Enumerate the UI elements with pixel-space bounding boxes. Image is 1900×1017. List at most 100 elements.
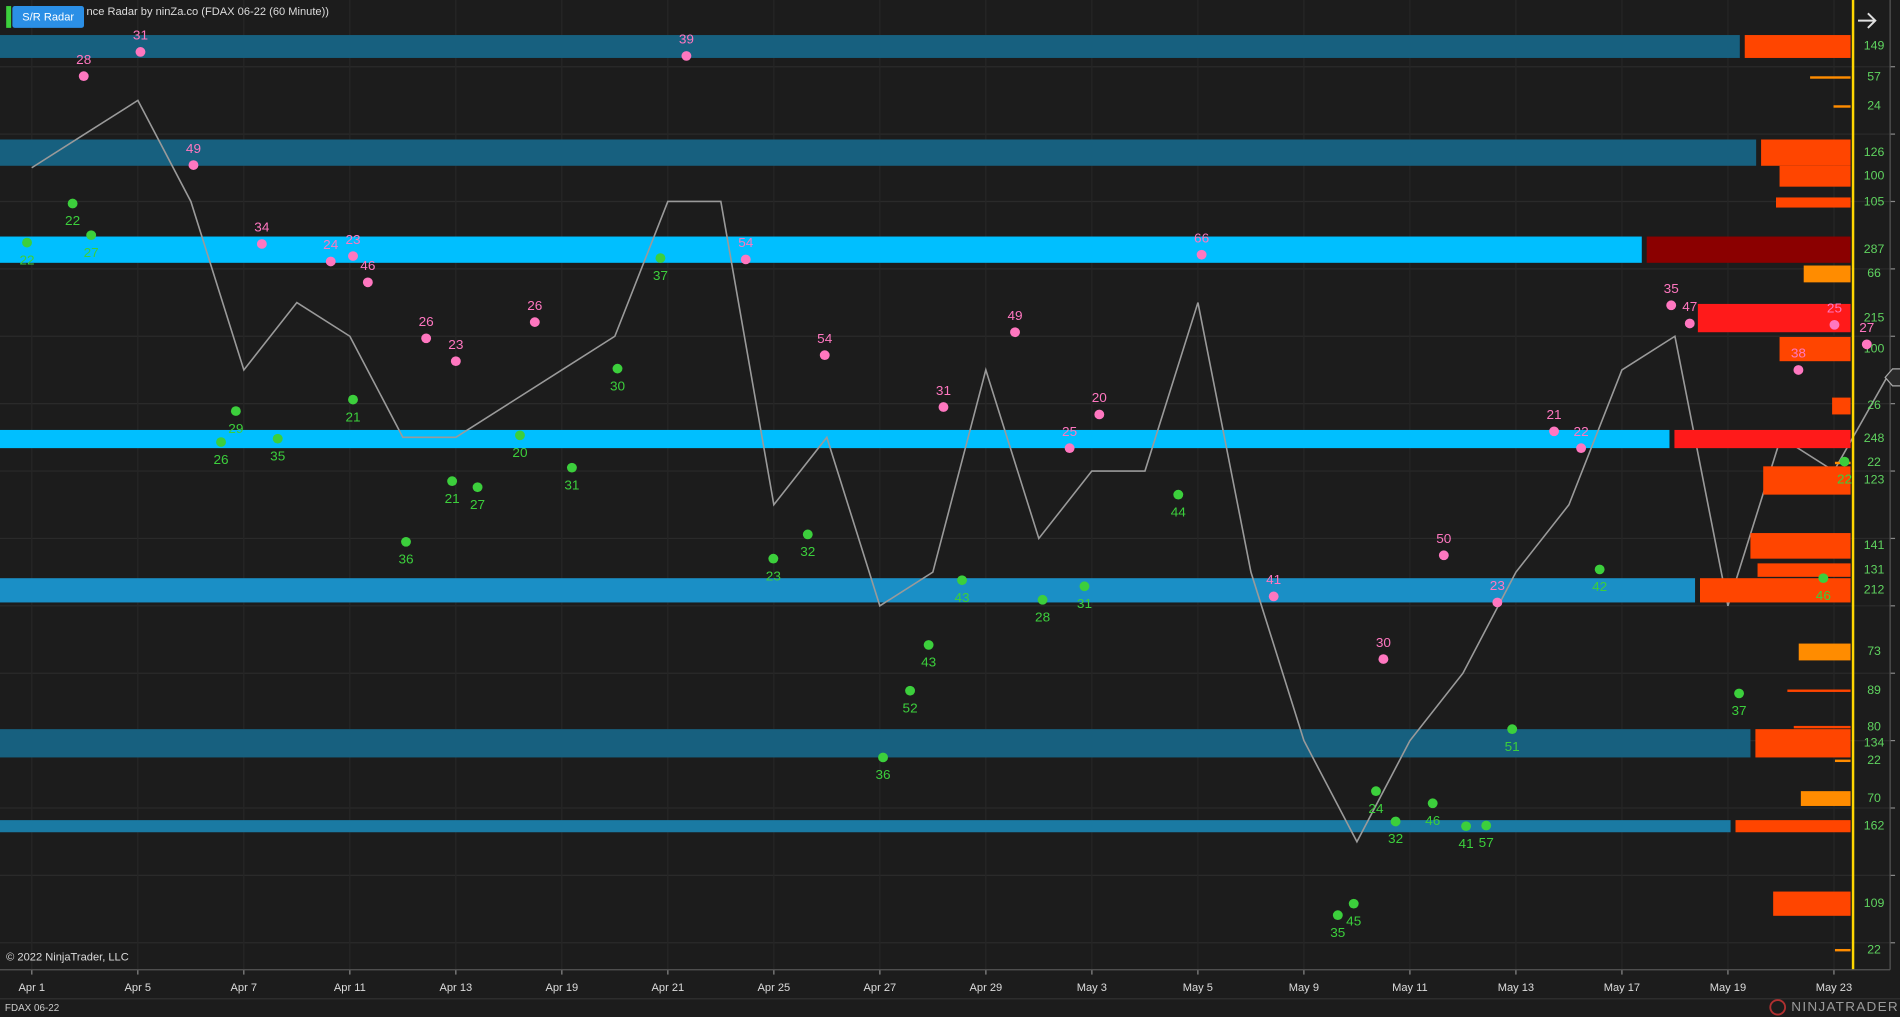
swing-dot: [1010, 327, 1020, 338]
swing-dot: [819, 350, 830, 360]
swing-label: 32: [800, 544, 815, 559]
swing-label: 42: [1592, 579, 1607, 594]
level-bar: [1735, 820, 1851, 833]
level-count: 215: [1864, 310, 1885, 324]
copyright: © 2022 NinjaTrader, LLC: [6, 952, 129, 964]
chart-title: nce Radar by ninZa.co (FDAX 06-22 (60 Mi…: [86, 6, 329, 18]
level-count: 149: [1864, 39, 1885, 53]
swing-dot: [348, 251, 358, 261]
swing-label: 24: [1368, 801, 1384, 816]
swing-dot: [923, 640, 934, 650]
level-bar: [1798, 643, 1851, 661]
swing-label: 54: [738, 235, 754, 250]
swing-dot: [1507, 724, 1518, 734]
x-tick-label: May 19: [1710, 982, 1746, 994]
swing-label: 34: [254, 220, 270, 235]
sr-radar-button[interactable]: [12, 6, 85, 28]
sr-zone: [0, 236, 1642, 263]
swing-dot: [1839, 456, 1850, 467]
swing-dot: [957, 575, 967, 586]
level-count: 109: [1864, 896, 1885, 910]
x-tick-label: May 9: [1289, 982, 1319, 994]
x-tick-label: Apr 13: [439, 982, 472, 994]
swing-dot: [1079, 581, 1090, 592]
level-count: 70: [1867, 791, 1881, 805]
swing-dot: [1196, 249, 1207, 260]
swing-label: 27: [470, 497, 485, 512]
brand: NINJATRADER: [1791, 999, 1899, 1014]
x-tick-label: May 5: [1183, 982, 1213, 994]
swing-label: 26: [213, 452, 228, 467]
swing-label: 22: [65, 213, 80, 228]
x-tick-label: Apr 1: [19, 982, 46, 994]
swing-label: 35: [1664, 281, 1679, 296]
swing-label: 30: [610, 378, 625, 393]
swing-dot: [1734, 688, 1744, 699]
level-bar: [1833, 105, 1851, 108]
swing-dot: [878, 752, 888, 763]
x-tick-label: May 13: [1498, 982, 1534, 994]
swing-label: 50: [1436, 531, 1451, 546]
level-count: 131: [1864, 562, 1885, 576]
swing-dot: [1793, 365, 1804, 375]
swing-label: 20: [512, 445, 527, 460]
swing-label: 41: [1266, 572, 1281, 587]
swing-dot: [1268, 591, 1279, 602]
sr-zone: [0, 35, 1740, 58]
x-tick-label: Apr 29: [970, 982, 1003, 994]
swing-label: 21: [345, 409, 360, 424]
level-bar: [1773, 891, 1851, 916]
arrow-icon[interactable]: [1857, 12, 1877, 29]
swing-label: 57: [1479, 835, 1494, 850]
swing-label: 51: [1505, 739, 1520, 754]
level-bar: [1755, 729, 1851, 758]
swing-label: 43: [921, 655, 936, 670]
swing-label: 43: [954, 590, 969, 605]
level-count: 22: [1867, 455, 1881, 469]
swing-label: 25: [1062, 424, 1077, 439]
swing-dot: [401, 536, 411, 547]
x-tick-label: Apr 11: [334, 982, 366, 994]
x-tick-label: Apr 5: [125, 982, 152, 994]
swing-dot: [529, 317, 540, 327]
level-count: 248: [1864, 431, 1885, 445]
swing-dot: [421, 333, 432, 344]
level-count: 22: [1867, 942, 1881, 956]
swing-label: 21: [445, 491, 460, 506]
swing-dot: [938, 402, 949, 412]
level-bar: [1757, 563, 1851, 577]
grid: [0, 66, 1891, 944]
swing-dot: [1094, 409, 1105, 420]
sr-zone: [0, 429, 1670, 449]
level-bar: [1779, 165, 1851, 187]
swing-label: 30: [1376, 635, 1391, 650]
swing-label: 54: [817, 331, 833, 346]
swing-dot: [362, 277, 373, 288]
swing-dot: [272, 433, 283, 444]
histogram: 1495724126100105287662151002624822123141…: [1646, 35, 1885, 956]
swing-dot: [1684, 318, 1695, 329]
level-bar: [1646, 236, 1851, 263]
swing-label: 39: [679, 32, 694, 47]
level-count: 66: [1867, 266, 1881, 280]
level-count: 26: [1867, 398, 1881, 412]
swing-dot: [740, 254, 751, 265]
swing-dot: [1371, 786, 1381, 796]
level-bar: [1787, 689, 1851, 692]
swing-dot: [802, 529, 813, 540]
x-tick-label: Apr 7: [231, 982, 258, 994]
sr-zone: [0, 139, 1757, 166]
swing-dot: [325, 256, 336, 267]
swing-dot: [1576, 443, 1587, 453]
swing-dot: [566, 462, 577, 473]
swing-label: 38: [1791, 346, 1806, 361]
x-tick-label: May 11: [1392, 982, 1428, 994]
swing-label: 66: [1194, 231, 1209, 246]
level-count: 89: [1867, 683, 1881, 697]
level-count: 134: [1864, 736, 1885, 750]
swing-dot: [67, 198, 78, 209]
swing-label: 23: [1490, 578, 1505, 593]
swing-dot: [1829, 319, 1840, 330]
swing-dot: [1378, 654, 1389, 664]
